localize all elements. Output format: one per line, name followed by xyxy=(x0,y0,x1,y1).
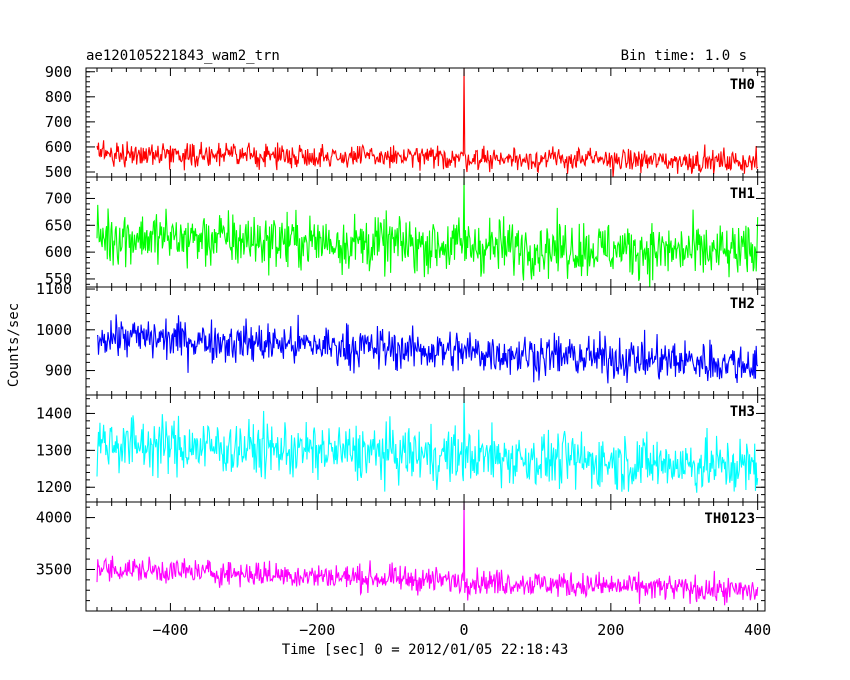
y-tick-label: 1300 xyxy=(36,441,72,459)
panel-th0: 500 600 700 800 900 TH0 xyxy=(45,63,766,181)
x-tick-label: 200 xyxy=(597,621,624,639)
y-tick-label: 600 xyxy=(45,243,72,261)
x-axis-label: Time [sec] 0 = 2012/01/05 22:18:43 xyxy=(282,642,569,658)
panel-label-th3: TH3 xyxy=(730,404,755,420)
y-tick-label: 4000 xyxy=(36,509,72,527)
y-tick-label: 900 xyxy=(45,362,72,380)
y-tick-label: 500 xyxy=(45,163,72,181)
y-tick-label: 600 xyxy=(45,138,72,156)
panels-group: 500 600 700 800 900 TH0 550 600 650 700 TH1 900 1000… xyxy=(36,63,771,639)
panel-label-th0123: TH0123 xyxy=(704,511,755,527)
y-tick-label: 3500 xyxy=(36,560,72,578)
light-curve-th1 xyxy=(96,177,759,287)
panel-frame xyxy=(85,286,766,396)
light-curve-th0 xyxy=(96,68,759,177)
x-tick-label: −200 xyxy=(299,621,335,639)
light-curve-th3 xyxy=(96,398,759,493)
y-tick-label: 800 xyxy=(45,88,72,106)
panel-th3: 1200 1300 1400 TH3 xyxy=(36,394,766,503)
panel-th2: 900 1000 1100 TH2 xyxy=(36,280,766,396)
chart-title: ae120105221843_wam2_trn xyxy=(86,48,280,64)
light-curve-th0123 xyxy=(96,502,759,606)
panel-label-th0: TH0 xyxy=(730,77,755,93)
y-tick-label: 550 xyxy=(45,270,72,288)
panel-th1: 550 600 650 700 TH1 xyxy=(45,176,766,288)
light-curve-th2 xyxy=(96,314,759,384)
y-tick-label: 650 xyxy=(45,216,72,234)
panel-th0123: 3500 4000 TH0123 xyxy=(36,501,766,612)
panel-label-th1: TH1 xyxy=(730,186,755,202)
y-tick-label: 1100 xyxy=(36,280,72,298)
bin-time-label: Bin time: 1.0 s xyxy=(621,48,747,64)
panel-label-th2: TH2 xyxy=(730,296,755,312)
x-tick-label: 0 xyxy=(460,621,469,639)
y-tick-label: 1400 xyxy=(36,404,72,422)
y-tick-label: 1000 xyxy=(36,321,72,339)
panel-frame xyxy=(85,501,766,612)
y-tick-label: 700 xyxy=(45,189,72,207)
y-tick-label: 1200 xyxy=(36,478,72,496)
x-tick-label: −400 xyxy=(152,621,188,639)
y-tick-label: 900 xyxy=(45,63,72,81)
x-tick-label: 400 xyxy=(744,621,771,639)
y-tick-label: 700 xyxy=(45,113,72,131)
y-axis-label: Counts/sec xyxy=(6,303,22,387)
